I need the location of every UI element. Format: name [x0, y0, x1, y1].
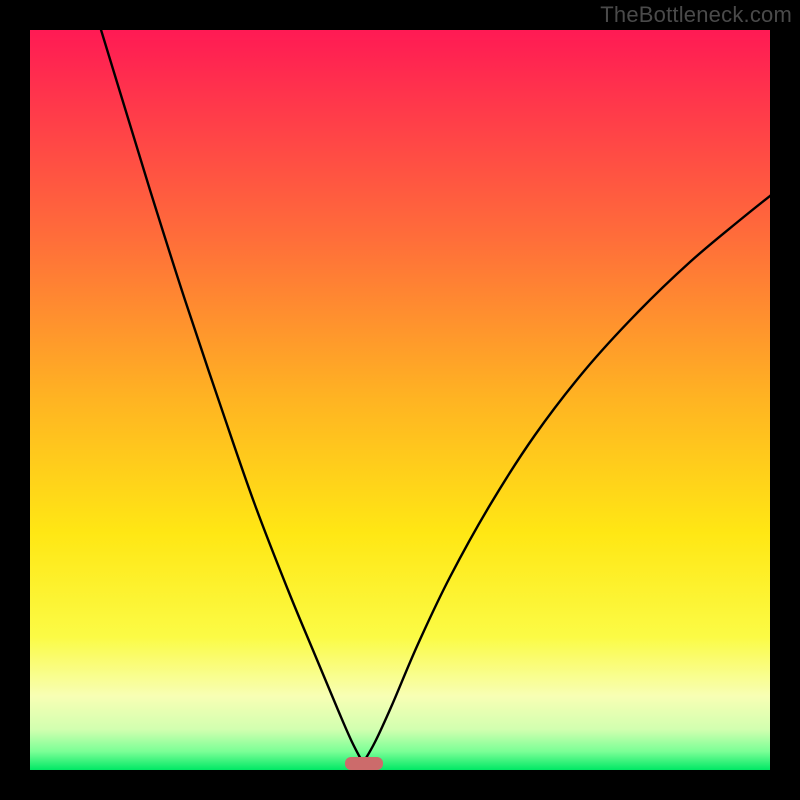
right-curve: [363, 192, 770, 763]
chart-frame: TheBottleneck.com: [0, 0, 800, 800]
apex-marker: [345, 757, 383, 770]
plot-area: [30, 30, 770, 770]
watermark-text: TheBottleneck.com: [600, 2, 792, 28]
left-curve: [98, 30, 363, 763]
curve-layer: [30, 30, 770, 770]
